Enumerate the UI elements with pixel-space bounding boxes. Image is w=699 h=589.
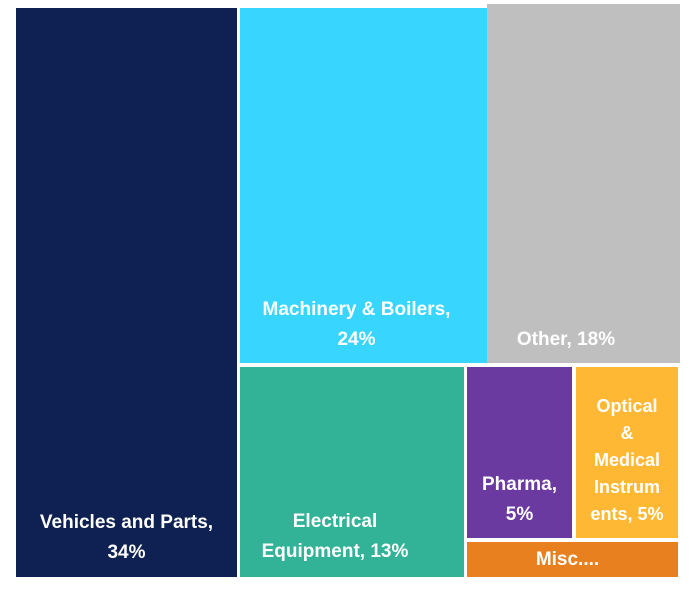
tile-vehicles-and-parts: Vehicles and Parts, 34% <box>16 8 237 577</box>
tile-pharma: Pharma, 5% <box>467 367 572 538</box>
tile-machinery-and-boilers: Machinery & Boilers, 24% <box>240 8 487 363</box>
tile-label-other: Other, 18% <box>516 329 616 350</box>
tile-optical-and-medical-instruments: Optical & Medical Instrum ents, 5% <box>576 367 678 538</box>
tile-label-machinery-and-boilers: Machinery & Boilers, 24% <box>262 299 451 350</box>
tile-label-vehicles-and-parts: Vehicles and Parts, 34% <box>39 512 214 563</box>
tile-label-pharma: Pharma, 5% <box>482 474 557 525</box>
tile-label-electrical-equipment: Electrical Equipment, 13% <box>261 511 409 562</box>
tile-other: Other, 18% <box>487 4 680 363</box>
tile-label-optical-and-medical-instruments: Optical & Medical Instrum ents, 5% <box>590 396 664 524</box>
tile-misc: Misc.... <box>467 542 678 577</box>
tile-electrical-equipment: Electrical Equipment, 13% <box>240 367 464 577</box>
tile-label-misc: Misc.... <box>535 549 600 570</box>
